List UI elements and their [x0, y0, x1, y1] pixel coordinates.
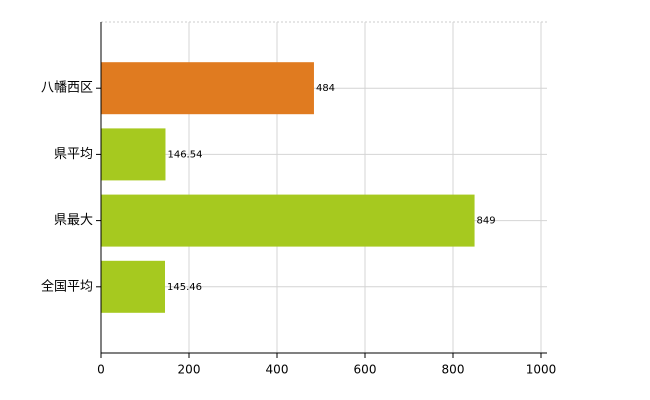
x-tick-label: 800: [442, 363, 465, 377]
value-label: 484: [316, 83, 335, 94]
y-tick-label: 県平均: [54, 147, 93, 162]
x-tick-label: 200: [178, 363, 201, 377]
value-label: 146.54: [167, 149, 202, 160]
value-label: 849: [477, 216, 496, 227]
x-tick-label: 0: [97, 363, 105, 377]
y-tick-label: 県最大: [54, 213, 93, 228]
bar: [101, 62, 314, 115]
y-tick-label: 全国平均: [41, 278, 93, 294]
x-tick-label: 1000: [526, 363, 557, 377]
y-tick-label: 八幡西区: [41, 81, 93, 96]
x-tick-label: 400: [266, 363, 289, 377]
bar: [101, 260, 166, 313]
bar: [101, 128, 166, 181]
x-tick-label: 600: [354, 363, 377, 377]
value-label: 145.46: [167, 282, 202, 293]
bar: [101, 194, 475, 247]
